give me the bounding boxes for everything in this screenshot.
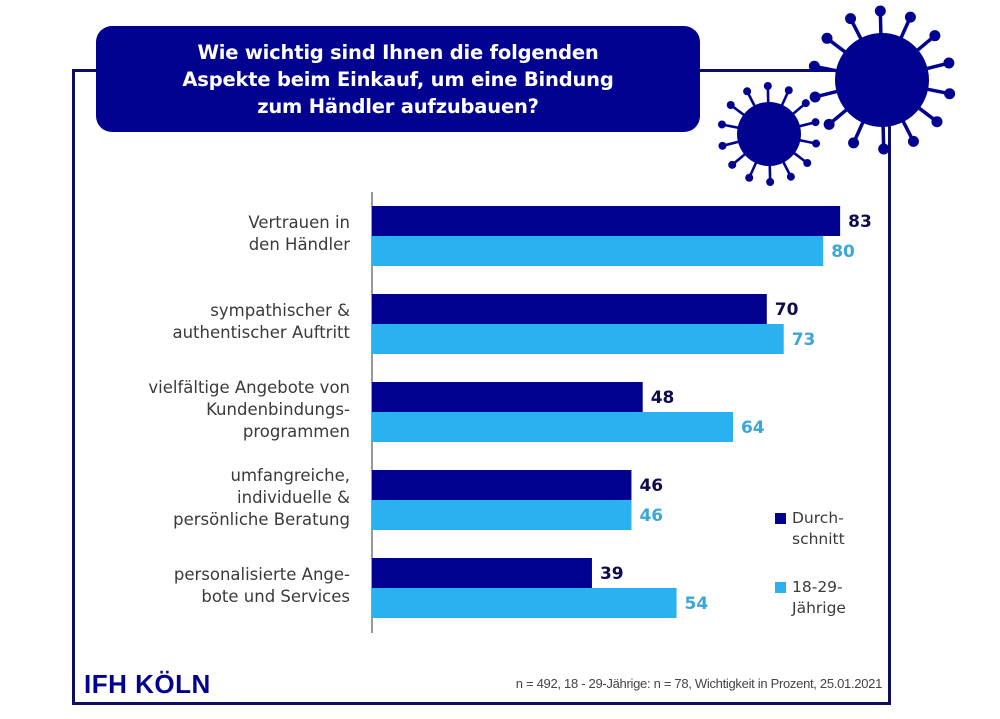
bar-18-29-3: [372, 412, 733, 442]
virus-spike-knob: [717, 120, 726, 129]
virus-spike-knob: [907, 135, 919, 147]
value-label-18-29-1: 80: [831, 242, 855, 262]
bar-durchschnitt-5: [372, 558, 592, 588]
bar-durchschnitt-2: [372, 294, 767, 324]
virus-spike-knob: [874, 5, 886, 17]
virus-icon-small: [717, 82, 821, 186]
category-label-2: sympathischer & authentischer Auftritt: [172, 301, 350, 342]
virus-spike-knob: [726, 100, 735, 109]
bar-18-29-1: [372, 236, 824, 266]
virus-spike-knob: [743, 87, 752, 96]
virus-spike-knob: [801, 99, 810, 108]
chart-title-box: Wie wichtig sind Ihnen die folgenden Asp…: [96, 26, 700, 132]
value-label-durchschnitt-2: 70: [775, 300, 799, 320]
virus-spike-knob: [845, 13, 857, 25]
ifh-koeln-logo: IFH KÖLN: [84, 669, 211, 699]
virus-spike-knob: [944, 88, 956, 100]
chart-title: Wie wichtig sind Ihnen die folgenden Asp…: [182, 40, 614, 118]
virus-icon-large: [808, 5, 956, 155]
virus-spike-knob: [766, 177, 775, 186]
virus-spike-knob: [803, 159, 812, 168]
virus-spike-knob: [823, 118, 835, 130]
virus-spike-knob: [812, 139, 821, 148]
bar-durchschnitt-4: [372, 470, 632, 500]
category-label-4: umfangreiche, individuelle & persönliche…: [173, 466, 350, 529]
footnote: n = 492, 18 - 29-Jährige: n = 78, Wichti…: [515, 676, 883, 691]
virus-spike-knob: [821, 32, 833, 44]
virus-spike-knob: [745, 173, 754, 182]
virus-spike-knob: [763, 82, 772, 91]
virus-spike-knob: [931, 116, 943, 128]
value-label-18-29-2: 73: [792, 330, 816, 350]
virus-body: [737, 102, 801, 166]
value-label-18-29-5: 54: [685, 594, 709, 614]
bar-durchschnitt-1: [372, 206, 841, 236]
legend-swatch-durchschnitt: [775, 513, 786, 524]
bar-18-29-5: [372, 588, 677, 618]
virus-spike-knob: [718, 141, 727, 150]
virus-spike-knob: [929, 30, 941, 42]
value-label-durchschnitt-1: 83: [848, 212, 872, 232]
virus-spike-knob: [878, 143, 890, 155]
category-label-1: Vertrauen in den Händler: [248, 213, 350, 254]
value-label-durchschnitt-5: 39: [600, 564, 624, 584]
virus-spike-knob: [848, 137, 860, 149]
legend-label-durchschnitt: Durch- schnitt: [792, 509, 845, 548]
value-label-durchschnitt-4: 46: [639, 476, 663, 496]
virus-spike-knob: [808, 60, 820, 72]
virus-spike-knob: [904, 11, 916, 23]
virus-spike-knob: [786, 172, 795, 181]
legend: 18-29- Jährige: [775, 577, 875, 621]
virus-spike-knob: [943, 57, 955, 69]
category-label-5: personalisierte Ange- bote und Services: [173, 565, 350, 606]
bar-18-29-4: [372, 500, 632, 530]
legend: Durch- schnitt: [775, 508, 875, 552]
virus-spike-knob: [784, 86, 793, 95]
value-label-durchschnitt-3: 48: [651, 388, 675, 408]
category-label-3: vielfältige Angebote von Kundenbindungs-…: [148, 378, 350, 441]
virus-spike-knob: [811, 118, 820, 127]
value-label-18-29-4: 46: [639, 506, 663, 526]
virus-body: [835, 33, 929, 127]
value-label-18-29-3: 64: [741, 418, 765, 438]
virus-spike-knob: [809, 91, 821, 103]
legend-label-18-29: 18-29- Jährige: [792, 578, 846, 617]
bar-durchschnitt-3: [372, 382, 643, 412]
virus-spike-knob: [728, 160, 737, 169]
legend-swatch-18-29: [775, 582, 786, 593]
bar-18-29-2: [372, 324, 784, 354]
